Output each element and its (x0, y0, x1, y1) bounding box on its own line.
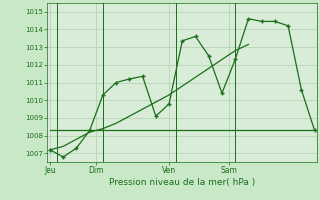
X-axis label: Pression niveau de la mer( hPa ): Pression niveau de la mer( hPa ) (109, 178, 255, 187)
